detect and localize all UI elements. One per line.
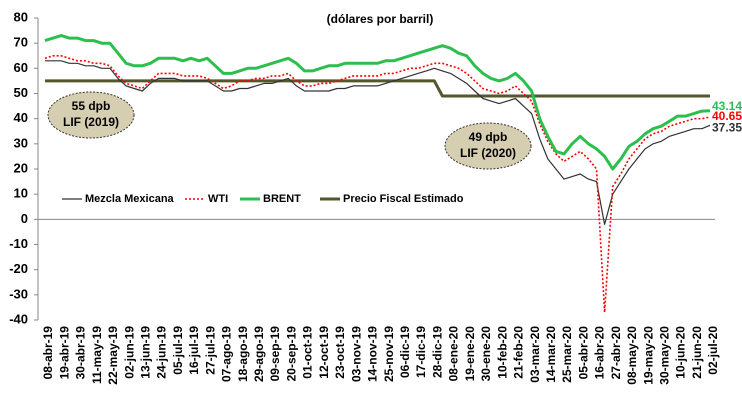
end-label: 43.14 (712, 99, 742, 113)
annotation-text: LIF (2019) (63, 115, 119, 129)
series-line (45, 60, 711, 225)
y-tick-label: 20 (14, 160, 28, 175)
x-tick-label: 30-may-20 (658, 326, 672, 385)
y-tick-label: 70 (14, 35, 28, 50)
y-tick-label: -10 (9, 236, 28, 251)
x-tick-label: 21-jun-20 (690, 326, 704, 379)
series-line (45, 79, 710, 98)
x-tick-label: 28-dic-19 (430, 326, 444, 378)
y-tick-label: 10 (14, 186, 28, 201)
x-tick-label: 30-abr-19 (74, 326, 88, 380)
x-tick-label: 01-oct-19 (301, 326, 315, 379)
x-tick-label: 05-abr-20 (576, 326, 590, 380)
y-tick-label: 50 (14, 85, 28, 100)
x-tick-label: 07-ago-19 (220, 326, 234, 382)
x-tick-label: 19-abr-19 (57, 326, 71, 380)
x-tick-label: 23-oct-19 (333, 326, 347, 379)
x-tick-label: 22-may-19 (106, 326, 120, 385)
end-label: 40.65 (712, 109, 742, 123)
chart-subtitle: (dólares por barril) (327, 12, 434, 26)
x-tick-label: 25-mar-20 (560, 326, 574, 383)
x-tick-label: 27-jul-19 (203, 326, 217, 375)
y-tick-label: -20 (9, 261, 28, 276)
y-tick-label: 80 (14, 9, 28, 24)
x-tick-label: 16-jul-19 (187, 326, 201, 375)
x-tick-label: 08-may-20 (625, 326, 639, 385)
annotation-text: LIF (2020) (460, 146, 516, 160)
y-tick-label: 30 (14, 135, 28, 150)
x-tick-label: 21-feb-20 (512, 326, 526, 379)
x-tick-label: 16-abr-20 (593, 326, 607, 380)
x-tick-label: 30-ene-20 (479, 326, 493, 382)
annotation-bubble (47, 91, 135, 139)
x-tick-label: 18-ago-19 (236, 326, 250, 382)
x-tick-label: 09-sep-19 (268, 326, 282, 382)
legend-label: Precio Fiscal Estimado (343, 193, 464, 205)
x-tick-label: 10-feb-20 (495, 326, 509, 379)
legend-label: WTI (208, 193, 228, 205)
x-tick-label: 25-nov-19 (382, 326, 396, 382)
x-tick-label: 12-oct-19 (317, 326, 331, 379)
x-tick-label: 05-jul-19 (171, 326, 185, 375)
x-tick-label: 02-jul-20 (706, 326, 720, 375)
x-tick-label: 14-nov-19 (366, 326, 380, 382)
annotation-text: 55 dpb (72, 99, 111, 113)
x-tick-label: 14-mar-20 (544, 326, 558, 383)
x-tick-label: 08-abr-19 (41, 326, 55, 380)
y-tick-label: 0 (21, 211, 28, 226)
annotation-text: 49 dpb (469, 130, 508, 144)
x-tick-label: 29-ago-19 (252, 326, 266, 382)
x-tick-label: 20-sep-19 (284, 326, 298, 382)
x-tick-label: 19-may-20 (641, 326, 655, 385)
annotation-bubble (444, 122, 532, 170)
legend-label: Mezcla Mexicana (85, 193, 175, 205)
x-tick-label: 06-dic-19 (398, 326, 412, 378)
y-tick-label: -40 (9, 311, 28, 326)
x-tick-label: 03-nov-19 (349, 326, 363, 382)
x-tick-label: 24-jun-19 (155, 326, 169, 379)
x-tick-label: 10-jun-20 (674, 326, 688, 379)
x-tick-label: 08-ene-20 (447, 326, 461, 382)
y-tick-label: 40 (14, 110, 28, 125)
x-tick-label: 02-jun-19 (122, 326, 136, 379)
y-tick-label: 60 (14, 60, 28, 75)
x-tick-label: 11-may-19 (90, 326, 104, 384)
y-tick-label: -30 (9, 286, 28, 301)
x-tick-label: 13-jun-19 (138, 326, 152, 379)
series-line (44, 55, 711, 314)
x-tick-label: 27-abr-20 (609, 326, 623, 380)
x-tick-label: 17-dic-19 (414, 326, 428, 378)
legend-label: BRENT (263, 193, 301, 205)
end-label: 37.35 (712, 121, 742, 135)
x-tick-label: 03-mar-20 (528, 326, 542, 383)
x-tick-label: 19-ene-20 (463, 326, 477, 382)
series-line (44, 34, 711, 171)
